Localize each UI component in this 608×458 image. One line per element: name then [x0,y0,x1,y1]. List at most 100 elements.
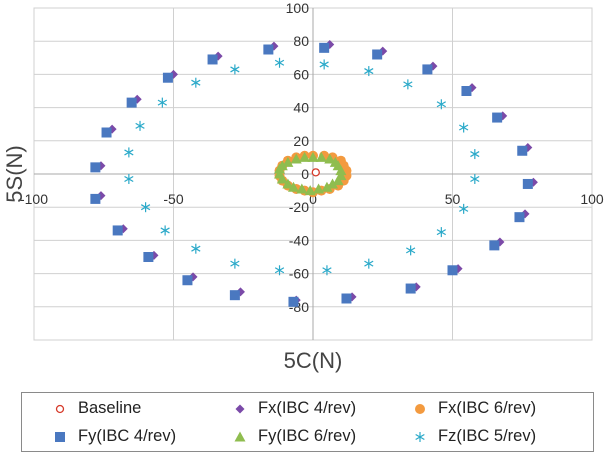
data-point [489,240,500,251]
data-point [459,203,469,214]
legend-label: Fz(IBC 5/rev) [438,427,537,445]
legend-swatch [234,431,246,441]
data-point [319,59,329,70]
series-fz-ibc-5-rev [124,57,480,276]
y-axis-title: 5S(N) [2,145,27,202]
data-point [324,153,336,164]
data-point [372,49,383,60]
series-fy-ibc-4-rev [90,42,533,307]
data-point [514,212,525,223]
data-point [274,57,285,68]
x-axis-title: 5C(N) [284,348,343,373]
data-point [470,173,480,184]
data-point [299,151,311,162]
data-point [207,54,218,65]
data-point [282,178,294,189]
legend-swatch [235,404,245,413]
data-point [276,160,288,171]
legend-marker [415,403,425,414]
legend-marker [415,431,425,442]
data-point [403,79,413,90]
y-tick-label: 20 [293,133,309,149]
legend-label: Baseline [78,399,142,417]
data-point [191,243,201,254]
data-point [263,44,274,55]
data-point [162,72,173,83]
legend-marker [55,431,65,442]
legend-swatch [415,431,425,442]
data-point [304,185,316,196]
data-point [313,183,325,194]
y-tick-label: 60 [293,66,309,82]
legend-swatch [415,403,425,414]
data-point [230,258,240,269]
x-tick-label: -100 [20,191,48,207]
data-point [522,178,533,189]
legend-item: Fx(IBC 4/rev) [232,399,356,418]
data-point [157,97,167,108]
series-fy-ibc-6-rev [274,151,347,196]
legend: Baseline Fx(IBC 4/rev) Fx(IBC 6/rev) Fy(IBC… [21,392,594,452]
legend-item: Fx(IBC 6/rev) [412,399,536,418]
data-point [287,181,299,192]
data-point [288,296,299,307]
data-point [124,147,134,158]
y-tick-label: 80 [293,33,309,49]
legend-item: Fy(IBC 6/rev) [232,427,356,446]
data-point [182,275,193,286]
data-point [143,252,154,262]
legend-item: Baseline [52,399,141,418]
data-point [422,64,433,75]
legend-label: Fx(IBC 6/rev) [438,399,537,417]
legend-item: Fy(IBC 4/rev) [52,427,176,446]
legend-marker [234,431,246,441]
data-point [327,178,339,189]
y-tick-label: -20 [289,199,309,215]
data-point [90,193,101,204]
data-point [90,162,101,173]
x-tick-label: 50 [445,191,461,207]
legend-swatch [55,404,65,413]
legend-swatch [55,431,65,442]
legend-label: Fy(IBC 4/rev) [78,427,177,445]
legend-marker [235,404,245,413]
y-tick-label: 40 [293,100,309,116]
data-point [517,145,528,156]
data-point [124,173,134,184]
x-tick-label: 100 [580,191,604,207]
data-point [364,258,374,269]
data-point [191,77,201,88]
data-point [447,265,458,276]
legend-item: Fz(IBC 5/rev) [412,427,536,446]
data-point [311,168,320,177]
data-point [461,86,472,96]
data-point [405,283,416,294]
data-point [341,293,352,304]
data-point [436,99,446,110]
data-point [492,112,503,123]
data-point [459,122,469,133]
data-point [321,181,333,192]
legend-label: Fx(IBC 4/rev) [258,399,357,417]
x-tick-label: -50 [163,191,183,207]
y-tick-label: -40 [289,232,309,248]
data-point [274,265,285,276]
data-point [296,183,308,194]
data-point [322,265,332,276]
y-tick-label: 0 [301,166,309,182]
data-marks [90,40,538,307]
data-point [126,97,137,108]
y-tick-label: -60 [289,266,309,282]
data-point [470,149,480,160]
x-tick-label: 0 [309,191,317,207]
y-tick-label: 100 [286,0,310,16]
data-point [101,127,112,138]
data-point [230,64,240,75]
data-point [436,227,446,238]
series-baseline [311,168,320,177]
data-point [135,120,145,131]
data-point [160,225,170,236]
data-point [140,202,151,213]
legend-marker [55,404,65,413]
